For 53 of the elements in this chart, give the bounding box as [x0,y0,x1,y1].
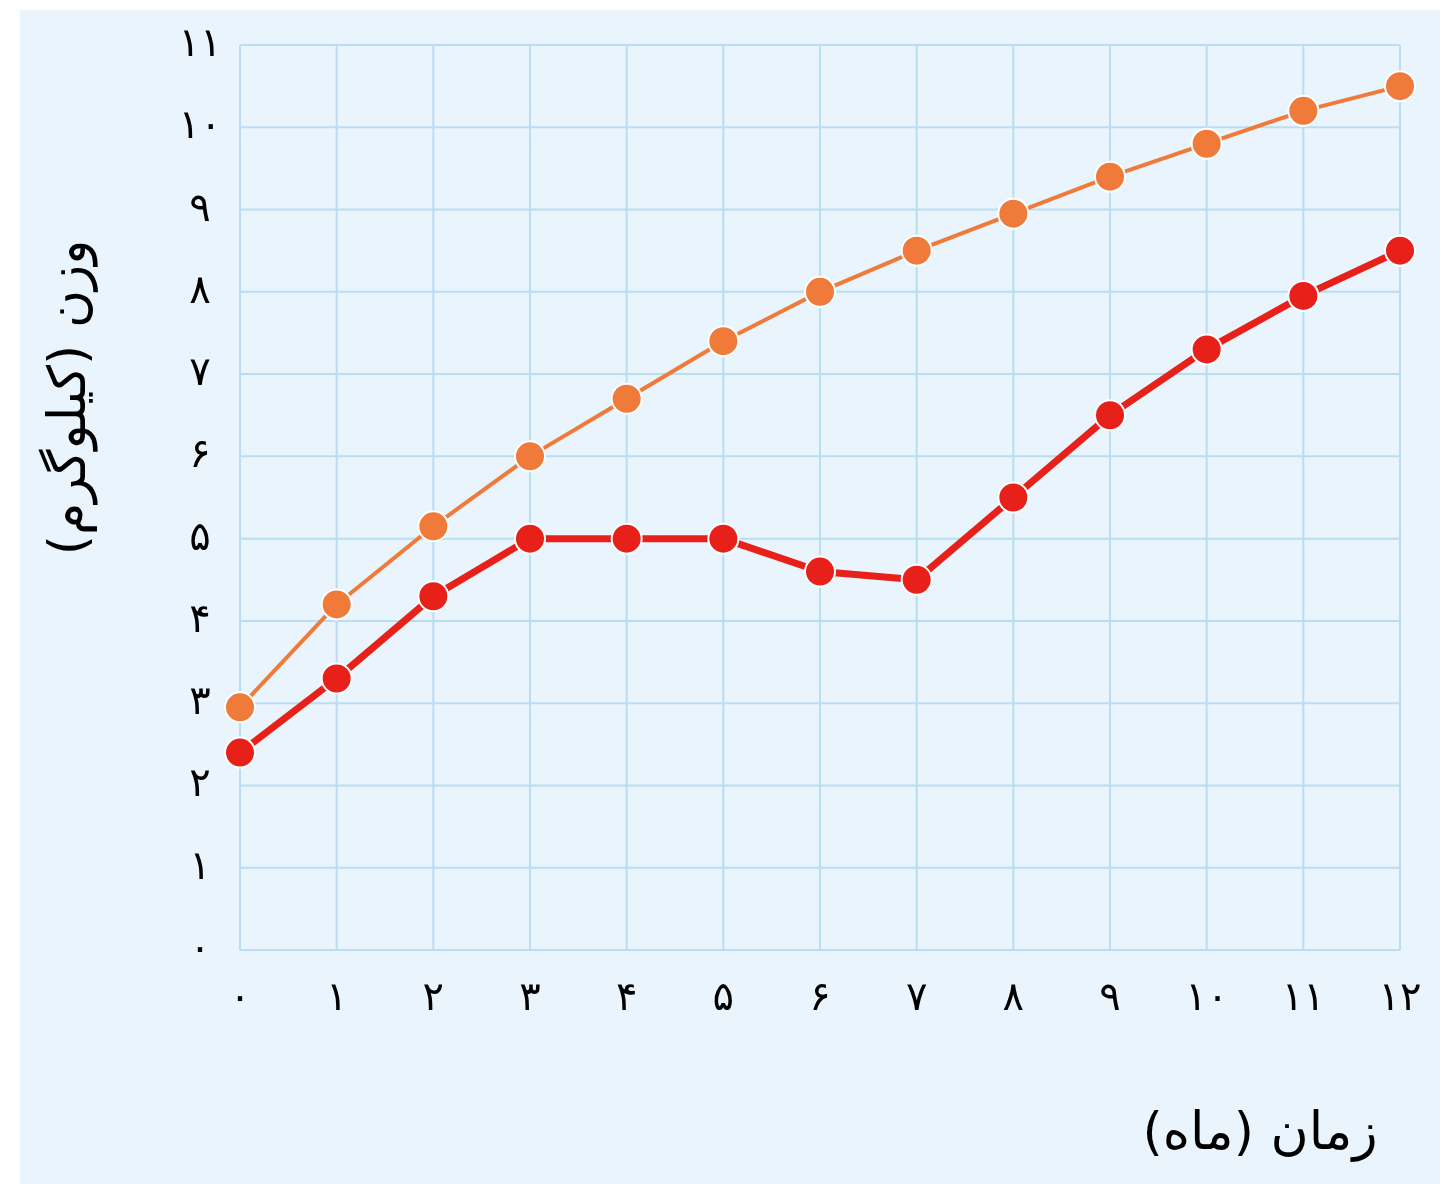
point [1190,127,1223,160]
point [320,588,353,621]
y-tick-label: ۴ [189,594,211,641]
y-tick-label: ۷ [189,348,211,395]
point [997,481,1030,514]
point [320,662,353,695]
point [1384,70,1416,103]
point [1094,160,1126,193]
y-tick-label: ۱۰ [178,101,222,148]
point [1384,234,1416,267]
point [804,555,836,588]
point [224,736,256,769]
x-tick-label: ۱۱ [1281,973,1325,1019]
x-tick-label: ۱۰ [1185,973,1229,1019]
point [900,563,933,596]
point [1094,399,1126,432]
y-tick-label: ۸ [189,265,211,312]
point [707,522,740,555]
point [514,522,546,555]
x-tick-label: ۶ [809,973,831,1019]
x-tick-label: ۱۲ [1378,973,1422,1019]
x-axis-title: زمان (ماه) [1142,1101,1378,1162]
y-tick-label: ۳ [189,677,211,724]
x-tick-label: ۳ [519,973,541,1019]
point [804,275,836,308]
y-tick-label: ۹ [189,183,211,230]
point [1190,333,1223,366]
x-tick-label: ۷ [905,973,928,1019]
point [1287,94,1320,127]
point [610,382,643,415]
x-tick-label: ۴ [615,973,638,1019]
point [417,510,450,543]
point [224,691,256,724]
y-tick-label: ۱۱ [178,19,222,65]
x-tick-label: ۹ [1099,973,1121,1019]
point [514,440,546,473]
y-tick-label: ۱ [189,841,211,888]
y-tick-label: ۵ [189,512,211,559]
point [1287,279,1320,312]
y-tick-label: ۰ [189,924,211,970]
x-tick-label: ۸ [1002,973,1025,1019]
point [900,234,933,267]
point [417,580,450,613]
y-tick-label: ۶ [189,430,211,477]
x-tick-label: ۰ [229,973,251,1019]
y-axis-title: وزن (کیلوگرم) [37,239,98,556]
point [707,325,740,358]
x-tick-label: ۵ [712,973,735,1019]
x-tick-label: ۱ [325,973,348,1019]
point [610,522,643,555]
x-tick-label: ۲ [422,973,445,1019]
point [997,197,1030,230]
y-tick-label: ۲ [189,759,211,806]
